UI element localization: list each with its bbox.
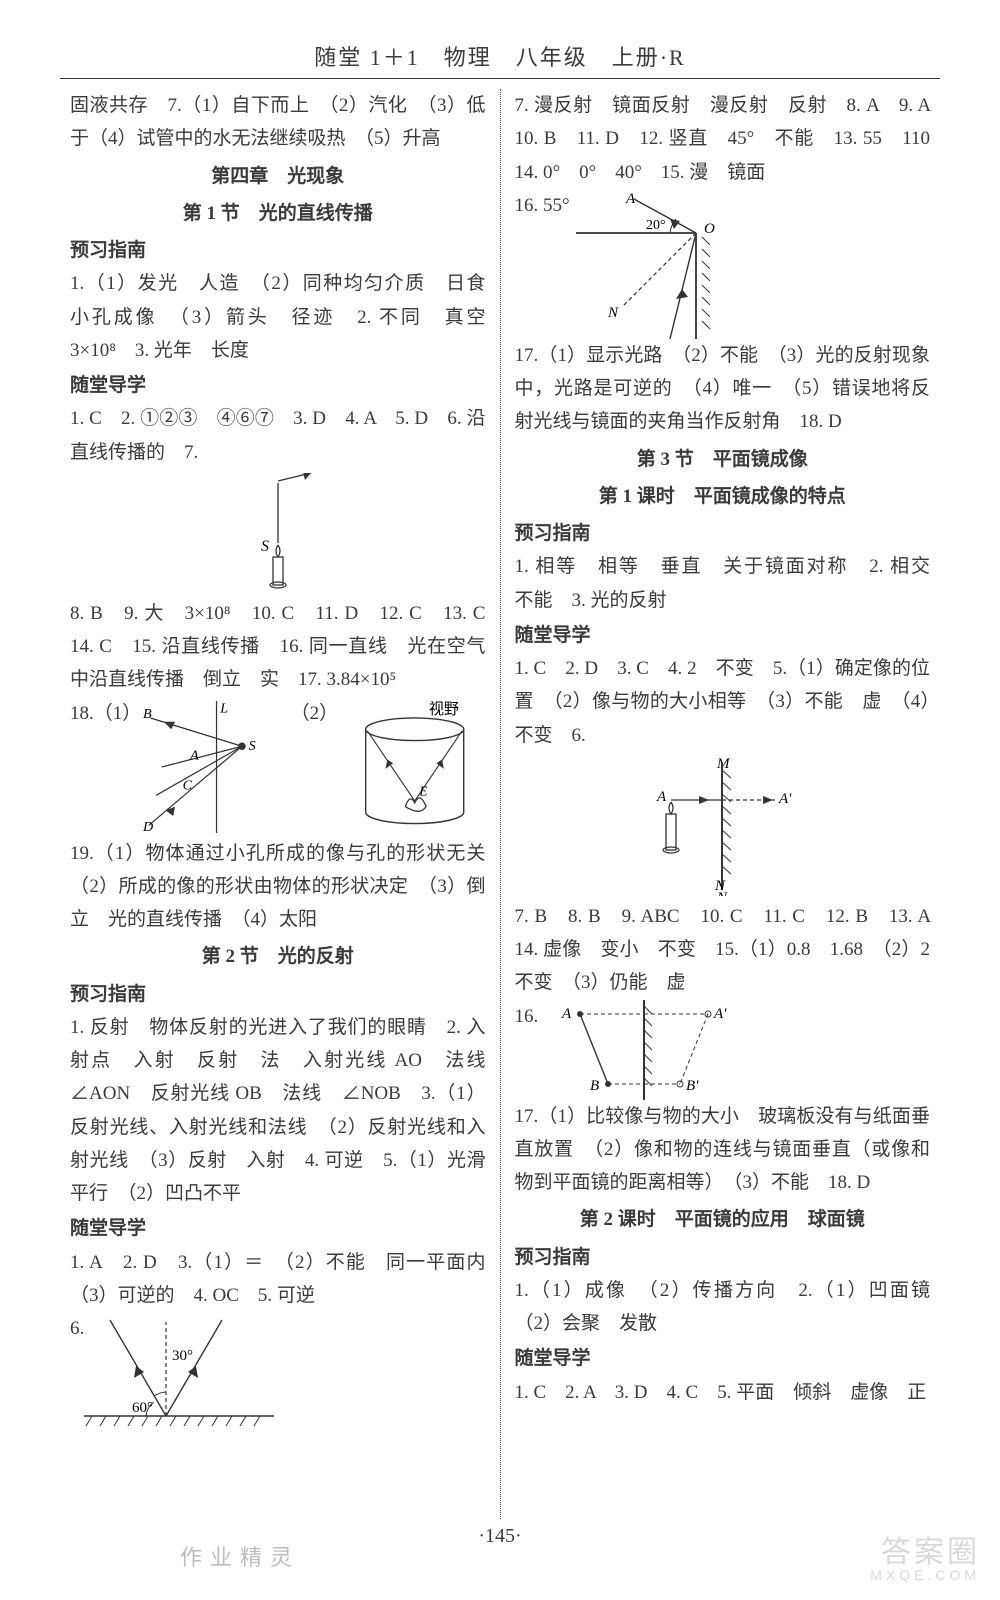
svg-text:L: L: [219, 700, 228, 716]
ray-diagram-figure: L S B A C D: [143, 697, 284, 837]
subsection-label: 预习指南: [515, 517, 931, 550]
text-block: 17.（1）显示光路 （2）不能 （3）光的反射现象中，光路是可逆的 （4）唯一…: [515, 339, 931, 439]
watermark-line1: 答案圈: [870, 1538, 980, 1568]
svg-text:30°: 30°: [172, 1348, 193, 1364]
svg-text:A': A': [778, 791, 792, 807]
fig-lead: 6.: [70, 1312, 84, 1345]
svg-text:A: A: [656, 789, 667, 805]
header-rule: [60, 78, 940, 79]
text-block: 1. C 2. D 3. C 4. 2 不变 5.（1）确定像的位置 （2）像与…: [515, 652, 931, 752]
text-block: 17.（1）比较像与物的大小 玻璃板没有与纸面垂直放置 （2）像和物的连线与镜面…: [515, 1100, 931, 1200]
svg-text:M: M: [716, 756, 731, 772]
svg-text:N: N: [607, 305, 619, 321]
svg-text:B': B': [686, 1078, 699, 1094]
plane-mirror-candle-figure: M N A A': [627, 756, 817, 896]
candle-pinhole-figure: S: [233, 473, 323, 593]
subsection-heading: 第 1 课时 平面镜成像的特点: [515, 480, 931, 513]
two-column-layout: 固液共存 7.（1）自下而上 （2）汽化 （3）低于（4）试管中的水无法继续吸热…: [60, 89, 940, 1519]
watermark-line2: MXQE.COM: [870, 1568, 980, 1582]
mirror-image-figure: A A' B B': [544, 1000, 744, 1100]
text-block: 19.（1）物体通过小孔所成的像与孔的形状无关（2）所成的像的形状由物体的形状决…: [70, 837, 486, 937]
figure-label: S: [261, 538, 269, 555]
page-header: 随堂 1＋1 物理 八年级 上册·R: [60, 40, 940, 72]
subsection-label: 随堂导学: [70, 369, 486, 402]
text-block: 1. C 2. A 3. D 4. C 5. 平面 倾斜 虚像 正: [515, 1376, 931, 1409]
left-column: 固液共存 7.（1）自下而上 （2）汽化 （3）低于（4）试管中的水无法继续吸热…: [60, 89, 501, 1519]
fig-lead: 16.: [515, 1000, 539, 1033]
subsection-label: 随堂导学: [515, 619, 931, 652]
right-column: 7. 漫反射 镜面反射 漫反射 反射 8. A 9. A 10. B 11. D…: [501, 89, 941, 1519]
text-block: 固液共存 7.（1）自下而上 （2）汽化 （3）低于（4）试管中的水无法继续吸热…: [70, 89, 486, 156]
corner-watermark: 答案圈 MXQE.COM: [870, 1538, 980, 1582]
text-block: 8. B 9. 大 3×10⁸ 10. C 11. D 12. C 13. C …: [70, 597, 486, 697]
fig-lead: 16. 55°: [515, 189, 570, 222]
svg-text:视野: 视野: [429, 701, 459, 718]
fig-mid: （2）: [291, 697, 339, 730]
chapter-heading: 第四章 光现象: [70, 160, 486, 193]
section-heading: 第 1 节 光的直线传播: [70, 197, 486, 230]
section-heading: 第 3 节 平面镜成像: [515, 443, 931, 476]
svg-text:A: A: [189, 747, 199, 763]
text-block: 1. 相等 相等 垂直 关于镜面对称 2. 相交 不能 3. 光的反射: [515, 550, 931, 617]
svg-text:20°: 20°: [646, 218, 666, 233]
svg-text:O: O: [704, 221, 715, 237]
fig-lead: 18.（1）: [70, 697, 137, 730]
subsection-label: 预习指南: [70, 234, 486, 267]
subsection-label: 预习指南: [70, 978, 486, 1011]
text-block: 1. C 2. ①②③ ④⑥⑦ 3. D 4. A 5. D 6. 沿直线传播的…: [70, 402, 486, 469]
text-block: 1. 反射 物体反射的光进入了我们的眼睛 2. 入射点 入射 反射 法 入射光线…: [70, 1011, 486, 1211]
svg-text:E: E: [419, 783, 428, 798]
text-block: 1.（1）成像 （2）传播方向 2.（1）凹面镜 （2）会聚 发散: [515, 1274, 931, 1341]
reflection-angle-figure: 30° 60°: [84, 1312, 274, 1432]
svg-text:S: S: [249, 738, 256, 754]
svg-text:A: A: [561, 1006, 572, 1022]
svg-text:D: D: [143, 819, 153, 835]
text-block: 1. A 2. D 3.（1）＝ （2）不能 同一平面内（3）可逆的 4. OC…: [70, 1246, 486, 1313]
svg-text:N: N: [714, 878, 726, 894]
subsection-label: 随堂导学: [70, 1212, 486, 1245]
text-block: 7. 漫反射 镜面反射 漫反射 反射 8. A 9. A 10. B 11. D…: [515, 89, 931, 189]
field-of-view-figure: 视野 E: [344, 697, 485, 837]
svg-text:B: B: [590, 1078, 599, 1094]
section-heading: 第 2 节 光的反射: [70, 940, 486, 973]
svg-text:60°: 60°: [132, 1400, 153, 1416]
faded-watermark-text: 作业精灵: [180, 1540, 300, 1572]
svg-text:C: C: [183, 777, 193, 793]
subsection-label: 随堂导学: [515, 1342, 931, 1375]
mirror-reflection-figure: A O N 20°: [576, 189, 776, 339]
subsection-label: 预习指南: [515, 1241, 931, 1274]
text-block: 7. B 8. B 9. ABC 10. C 11. C 12. B 13. A…: [515, 900, 931, 1000]
text-block: 1.（1）发光 人造 （2）同种均匀介质 日食 小孔成像 （3）箭头 径迹 2.…: [70, 267, 486, 367]
svg-text:B: B: [143, 705, 152, 721]
subsection-heading: 第 2 课时 平面镜的应用 球面镜: [515, 1203, 931, 1236]
svg-text:A': A': [713, 1006, 727, 1022]
